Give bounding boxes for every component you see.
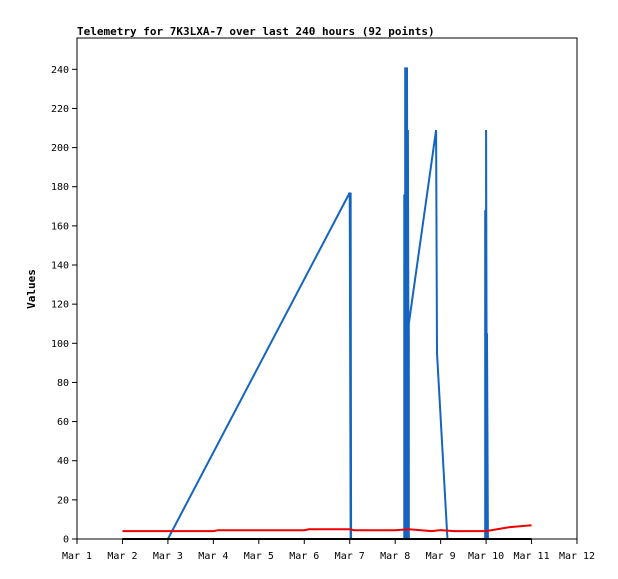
x-tick-label: Mar 10 <box>468 551 504 562</box>
chart-title: Telemetry for 7K3LXA-7 over last 240 hou… <box>77 25 435 38</box>
y-tick-label: 160 <box>51 221 69 232</box>
y-tick-label: 180 <box>51 182 69 193</box>
y-tick-label: 80 <box>57 378 69 389</box>
y-tick-label: 0 <box>63 535 69 546</box>
y-tick-label: 100 <box>51 339 69 350</box>
y-axis: 0 20 40 60 80 100 120 140 160 180 200 220 240 <box>51 65 77 546</box>
y-tick-label: 220 <box>51 104 69 115</box>
y-axis-label: Values <box>25 269 38 309</box>
y-tick-label: 120 <box>51 300 69 311</box>
x-tick-label: Mar 8 <box>380 551 410 562</box>
x-axis: Mar 1 Mar 2 Mar 3 Mar 4 Mar 5 Mar 6 Mar 7 Mar 8… <box>62 539 595 562</box>
series-line-2 <box>122 524 532 533</box>
x-tick-label: Mar 7 <box>335 551 365 562</box>
y-tick-label: 200 <box>51 143 69 154</box>
y-tick-label: 60 <box>57 417 69 428</box>
x-tick-label: Mar 4 <box>198 551 228 562</box>
x-tick-label: Mar 5 <box>244 551 274 562</box>
y-tick-label: 140 <box>51 261 69 272</box>
series-line-1 <box>167 67 489 540</box>
x-tick-label: Mar 3 <box>153 551 183 562</box>
x-tick-label: Mar 11 <box>513 551 549 562</box>
x-tick-label: Mar 9 <box>426 551 456 562</box>
x-tick-label: Mar 2 <box>107 551 137 562</box>
series-layer <box>122 67 532 540</box>
x-tick-label: Mar 12 <box>559 551 595 562</box>
x-tick-label: Mar 1 <box>62 551 92 562</box>
y-tick-label: 20 <box>57 495 69 506</box>
y-tick-label: 240 <box>51 65 69 76</box>
x-tick-label: Mar 6 <box>289 551 319 562</box>
plot-frame <box>76 37 578 540</box>
y-tick-label: 40 <box>57 456 69 467</box>
